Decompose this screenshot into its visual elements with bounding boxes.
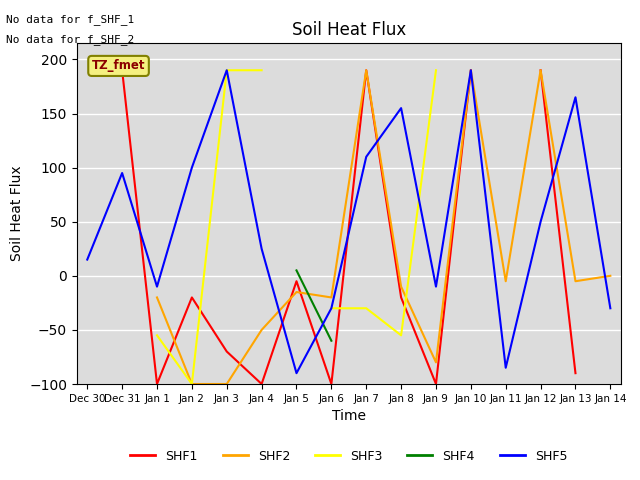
SHF5: [397, 105, 405, 111]
Line: SHF1: SHF1: [122, 70, 471, 384]
SHF1: [362, 67, 370, 73]
SHF5: [188, 165, 196, 170]
SHF4: [328, 338, 335, 344]
SHF1: [118, 67, 126, 73]
SHF1: [467, 67, 475, 73]
SHF5: [572, 95, 579, 100]
SHF5: [223, 67, 230, 73]
SHF5: [432, 284, 440, 289]
SHF5: [292, 370, 300, 376]
SHF4: [292, 267, 300, 273]
SHF1: [397, 295, 405, 300]
SHF1: [153, 381, 161, 387]
SHF5: [607, 305, 614, 311]
Text: No data for f_SHF_1: No data for f_SHF_1: [6, 14, 134, 25]
SHF5: [153, 284, 161, 289]
SHF1: [432, 381, 440, 387]
SHF5: [118, 170, 126, 176]
Text: No data for f_SHF_2: No data for f_SHF_2: [6, 34, 134, 45]
SHF5: [83, 257, 91, 263]
SHF5: [328, 305, 335, 311]
SHF5: [537, 219, 545, 225]
X-axis label: Time: Time: [332, 409, 366, 423]
Text: TZ_fmet: TZ_fmet: [92, 60, 145, 72]
Legend: SHF1, SHF2, SHF3, SHF4, SHF5: SHF1, SHF2, SHF3, SHF4, SHF5: [125, 445, 572, 468]
Line: SHF4: SHF4: [296, 270, 332, 341]
Line: SHF5: SHF5: [87, 70, 611, 373]
SHF5: [467, 67, 475, 73]
SHF1: [328, 381, 335, 387]
SHF5: [258, 246, 266, 252]
SHF1: [292, 278, 300, 284]
Y-axis label: Soil Heat Flux: Soil Heat Flux: [10, 166, 24, 262]
SHF5: [502, 365, 509, 371]
SHF1: [258, 381, 266, 387]
SHF1: [223, 348, 230, 354]
Title: Soil Heat Flux: Soil Heat Flux: [292, 21, 406, 39]
SHF5: [362, 154, 370, 160]
SHF1: [188, 295, 196, 300]
